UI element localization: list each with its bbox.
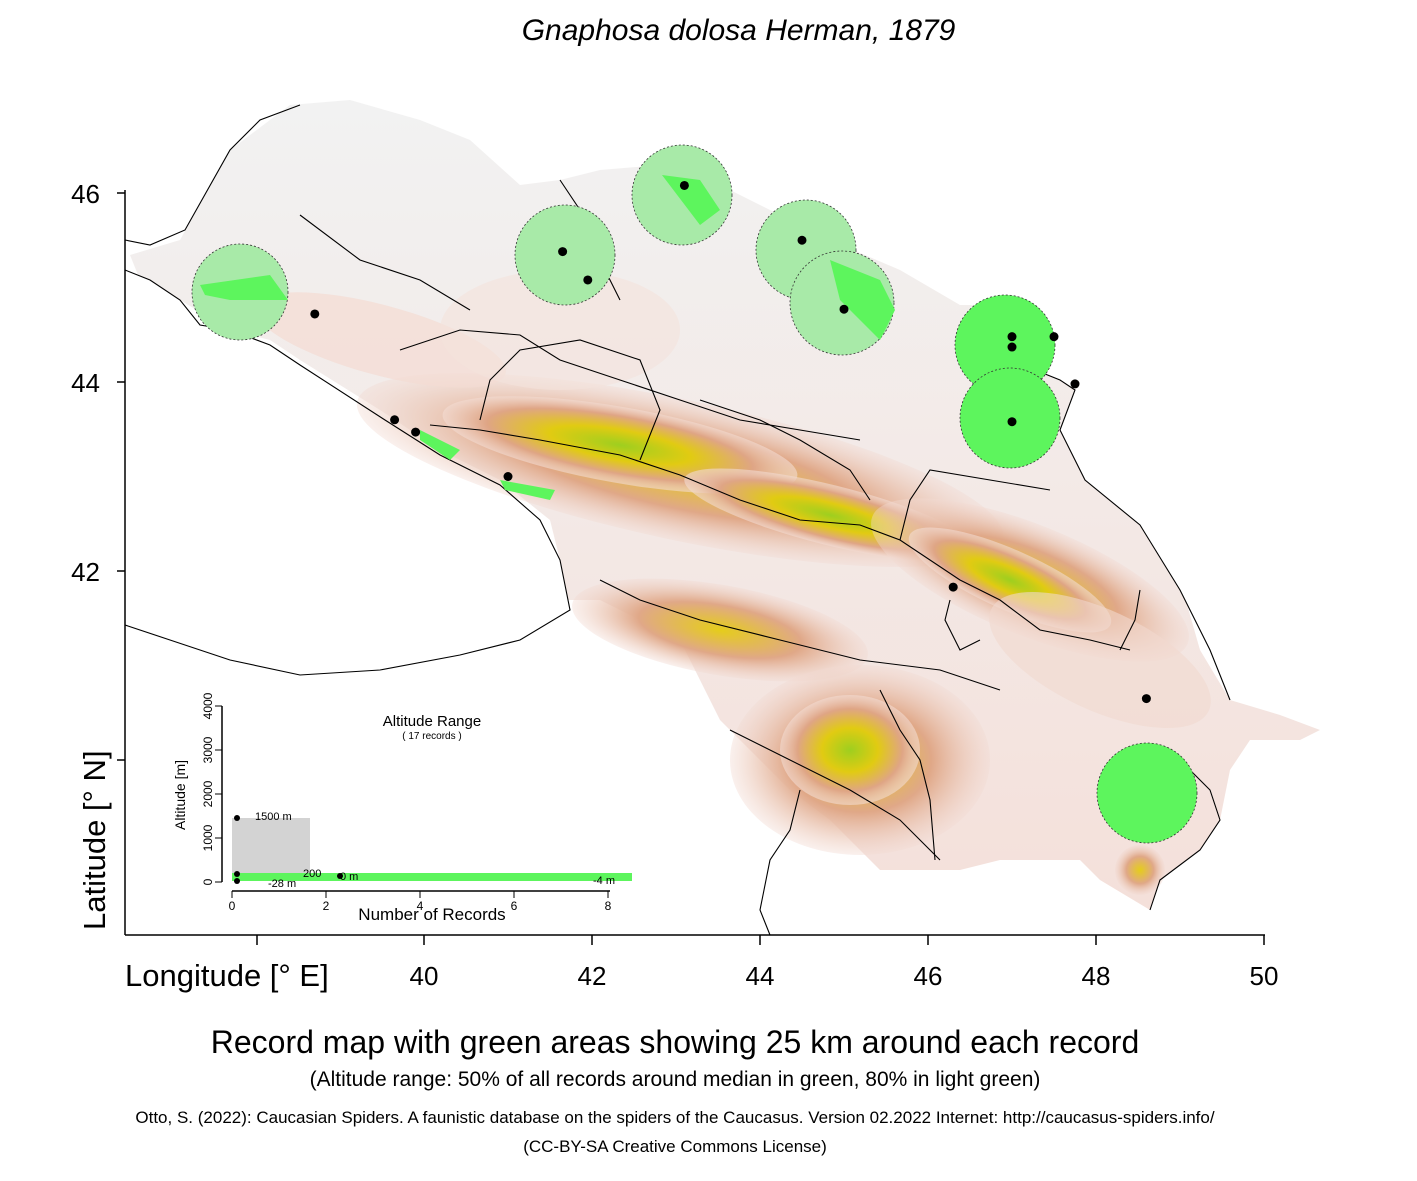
record-point xyxy=(797,235,807,245)
inset-y-label: Altitude [m] xyxy=(172,760,188,830)
inset-y-tick: 0 xyxy=(201,878,215,885)
record-point xyxy=(411,427,421,437)
record-point xyxy=(310,309,320,319)
caption-sub: (Altitude range: 50% of all records arou… xyxy=(309,1068,1041,1091)
record-point xyxy=(558,247,568,257)
record-point xyxy=(503,472,513,481)
record-point xyxy=(390,415,400,425)
inset-label-upper: 200 xyxy=(303,868,321,880)
record-point xyxy=(948,582,958,592)
x-tick-label: 46 xyxy=(914,961,943,991)
record-point xyxy=(1007,342,1017,352)
record-areas xyxy=(191,144,1198,844)
inset-y-tick: 3000 xyxy=(201,736,215,763)
inset-x-tick: 2 xyxy=(323,899,330,913)
inset-x-tick: 0 xyxy=(229,899,236,913)
license: (CC-BY-SA Creative Commons License) xyxy=(523,1137,827,1156)
inset-label-mid: 0 m xyxy=(340,871,358,883)
x-tick-label: 48 xyxy=(1082,961,1111,991)
inset-x-tick: 8 xyxy=(605,899,612,913)
caption-main: Record map with green areas showing 25 k… xyxy=(210,1024,1140,1060)
y-tick-label: 46 xyxy=(71,179,100,209)
record-points xyxy=(310,180,1151,704)
range-50-bar xyxy=(232,873,632,881)
x-tick-label: 44 xyxy=(746,961,775,991)
main-axes xyxy=(117,190,1265,945)
record-point xyxy=(583,275,593,285)
inset-y-tick: 1000 xyxy=(201,824,215,851)
record-area xyxy=(1096,742,1198,844)
inset-x-tick: 4 xyxy=(417,899,424,913)
x-tick-label: 40 xyxy=(410,961,439,991)
species-title: Gnaphosa dolosa Herman, 1879 xyxy=(521,14,956,47)
record-point xyxy=(1141,694,1151,704)
record-point xyxy=(679,180,689,190)
citation: Otto, S. (2022): Caucasian Spiders. A fa… xyxy=(135,1108,1215,1127)
inset-subtitle: ( 17 records ) xyxy=(402,731,461,742)
record-point xyxy=(1049,332,1059,342)
inset-y-tick: 4000 xyxy=(201,692,215,719)
inset-x-label: Number of Records xyxy=(358,905,505,924)
x-tick-label: 50 xyxy=(1250,961,1279,991)
x-axis-label: Longitude [° E] xyxy=(125,958,329,993)
inset-y-tick: 2000 xyxy=(201,780,215,807)
inset-label-min: -28 m xyxy=(268,878,296,890)
inset-label-max: 1500 m xyxy=(255,811,292,823)
inset-label-right: -4 m xyxy=(593,875,615,887)
range-80-bar xyxy=(232,818,310,880)
y-tick-label: 42 xyxy=(71,557,100,587)
inset-title: Altitude Range xyxy=(383,713,481,730)
record-point xyxy=(839,304,849,314)
record-area xyxy=(954,294,1056,396)
x-tick-label: 42 xyxy=(578,961,607,991)
record-point xyxy=(1007,417,1017,427)
inset-x-tick: 6 xyxy=(511,899,518,913)
record-point xyxy=(1070,379,1080,389)
altitude-inset: 0 1000 2000 3000 4000 0 2 4 6 8 Altitude… xyxy=(172,692,632,924)
elevation-relief xyxy=(254,270,1211,895)
y-tick-label: 44 xyxy=(71,368,100,398)
record-point xyxy=(1007,332,1017,342)
y-axis-label: Latitude [° N] xyxy=(77,750,112,930)
